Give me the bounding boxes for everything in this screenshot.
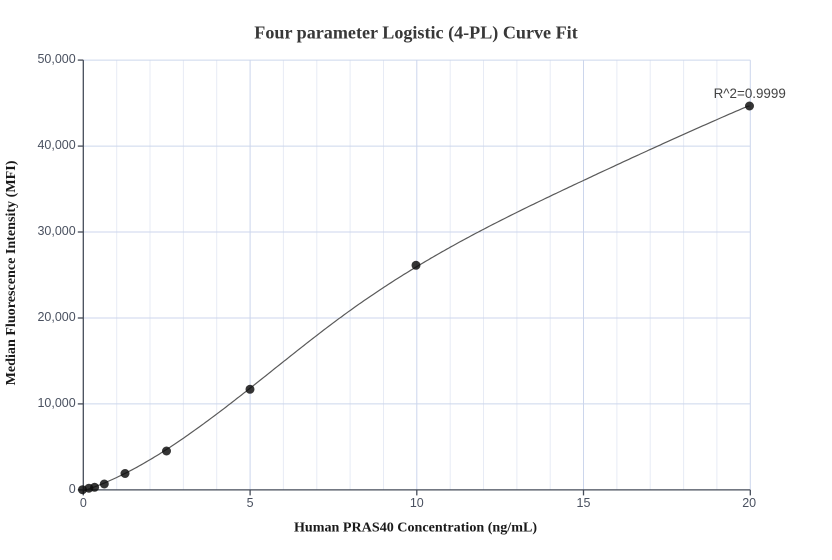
svg-text:Median Fluorescence Intensity: Median Fluorescence Intensity (MFI) bbox=[3, 160, 19, 385]
svg-text:R^2=0.9999: R^2=0.9999 bbox=[714, 86, 786, 101]
svg-text:15: 15 bbox=[577, 496, 591, 510]
svg-text:Four parameter Logistic (4-PL): Four parameter Logistic (4-PL) Curve Fit bbox=[254, 23, 577, 44]
svg-text:Human PRAS40 Concentration (ng: Human PRAS40 Concentration (ng/mL) bbox=[294, 519, 537, 535]
svg-text:0: 0 bbox=[69, 482, 76, 496]
svg-text:10: 10 bbox=[410, 496, 424, 510]
svg-text:40,000: 40,000 bbox=[37, 138, 75, 152]
svg-text:30,000: 30,000 bbox=[37, 224, 75, 238]
svg-text:50,000: 50,000 bbox=[37, 52, 75, 66]
svg-text:5: 5 bbox=[247, 496, 254, 510]
svg-text:10,000: 10,000 bbox=[37, 396, 75, 410]
svg-text:0: 0 bbox=[80, 496, 87, 510]
svg-text:20: 20 bbox=[742, 496, 756, 510]
svg-text:20,000: 20,000 bbox=[37, 310, 75, 324]
